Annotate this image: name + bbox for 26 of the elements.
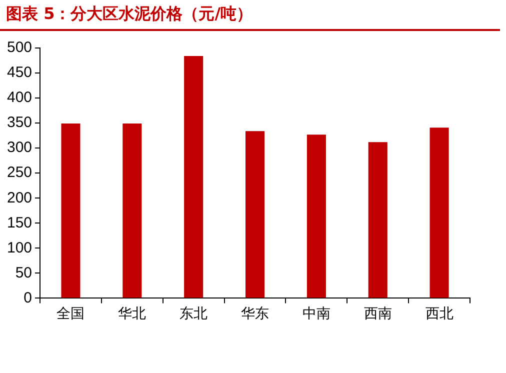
x-tick-label: 全国 — [56, 306, 85, 322]
y-tick-label: 350 — [6, 114, 32, 132]
y-tick-label: 100 — [6, 239, 32, 256]
y-tick-label: 150 — [6, 214, 32, 232]
x-tick-label: 西北 — [425, 306, 454, 322]
bar — [368, 142, 388, 298]
bar — [245, 131, 265, 298]
bar — [306, 134, 326, 298]
x-tick-label: 中南 — [302, 306, 330, 322]
bar — [184, 56, 204, 298]
y-tick-label: 50 — [15, 264, 32, 282]
bar — [61, 124, 80, 298]
y-tick-label: 500 — [6, 39, 32, 56]
x-tick-label: 西南 — [364, 306, 392, 322]
x-tick-label: 华北 — [118, 306, 146, 322]
bar — [430, 128, 449, 298]
y-tick-label: 300 — [6, 139, 32, 156]
y-tick-label: 450 — [6, 64, 32, 82]
chart-title: 图表 5：分大区水泥价格（元/吨） — [6, 4, 253, 25]
x-tick-label: 华东 — [241, 306, 270, 322]
bar — [122, 124, 142, 298]
x-tick-label: 东北 — [180, 306, 208, 322]
y-tick-label: 0 — [24, 289, 32, 306]
y-tick-label: 250 — [6, 164, 32, 182]
y-tick-label: 400 — [6, 89, 32, 106]
y-tick-label: 200 — [6, 189, 32, 206]
